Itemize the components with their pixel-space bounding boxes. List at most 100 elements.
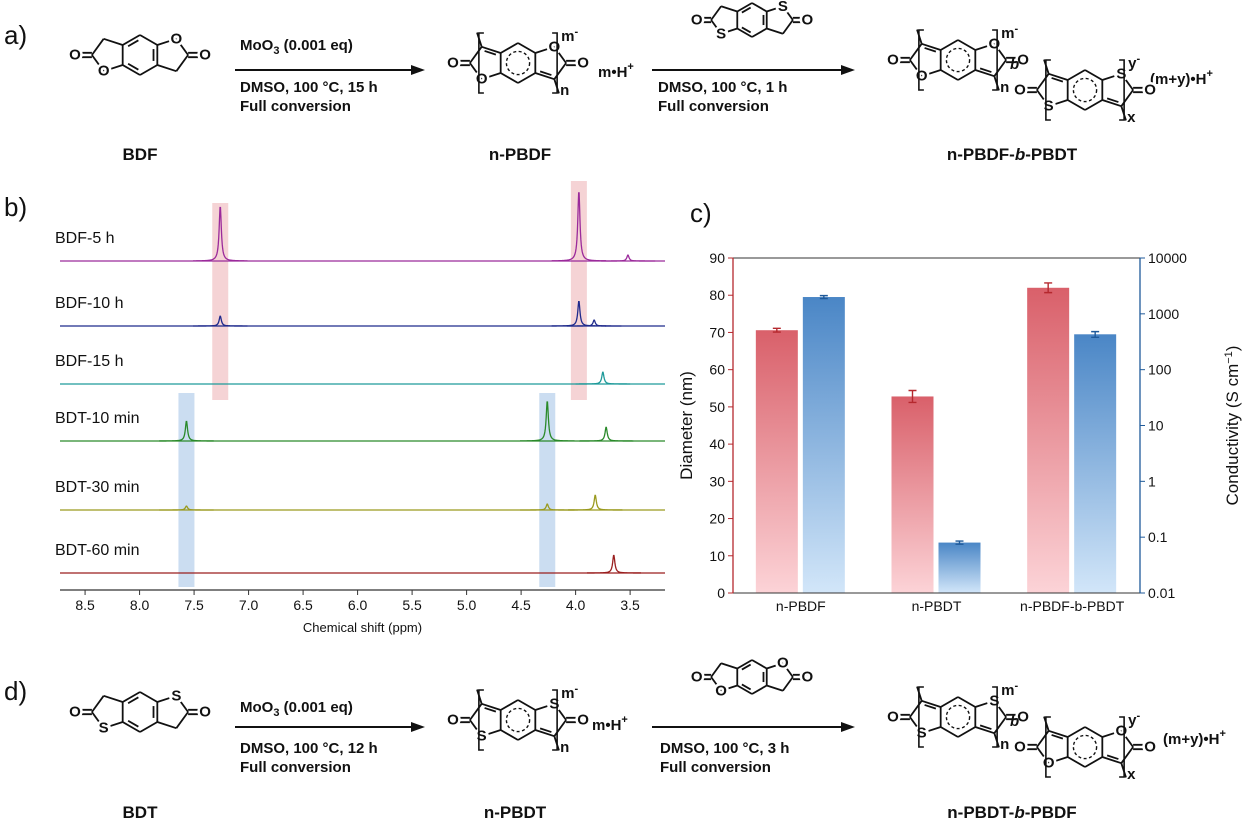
arrow-head: [841, 722, 855, 732]
counterion-part: (m+y)•H: [1150, 71, 1207, 88]
atom-label: O: [69, 703, 81, 720]
atom-label: O: [1014, 738, 1026, 755]
charge-letter: y: [1128, 55, 1137, 72]
bond: [517, 42, 536, 54]
bond: [103, 64, 123, 73]
reagent-part: MoO: [240, 699, 274, 716]
x-tick-label: 4.5: [511, 597, 531, 613]
bond: [157, 37, 177, 46]
error-bar: [908, 389, 917, 404]
atom-label: O: [801, 12, 813, 29]
y-tick-label: 30: [709, 473, 725, 489]
atom-label: O: [691, 668, 703, 685]
bar: [755, 330, 798, 593]
peak: [586, 554, 642, 574]
charge-sign: -: [574, 26, 578, 38]
bond: [741, 683, 752, 691]
peak: [551, 192, 607, 262]
reagent-part: MoO: [240, 37, 274, 54]
bond: [909, 43, 923, 61]
bond: [736, 2, 753, 13]
spectrum-label: BDF-15 h: [55, 353, 123, 370]
bond: [1067, 99, 1086, 111]
atom-label: O: [916, 68, 928, 85]
bond: [1084, 756, 1103, 768]
bond: [710, 5, 722, 21]
bond: [979, 67, 992, 73]
bond: [940, 39, 959, 51]
spectrum-label: BDF-5 h: [55, 230, 115, 247]
repeat-index: n: [1000, 736, 1009, 753]
conditions: DMSO, 100 °C, 3 h: [660, 740, 789, 757]
bond: [924, 47, 937, 53]
bond: [535, 729, 555, 738]
bracket: [992, 29, 998, 91]
bond: [1084, 99, 1103, 111]
bar: [802, 297, 845, 593]
y-tick-label: 50: [709, 399, 725, 415]
x-tick-label: n-PBDF: [776, 598, 826, 614]
compound-name: n-PBDT-b-PBDF: [947, 803, 1076, 822]
bond: [975, 699, 995, 708]
bond: [127, 696, 139, 705]
bond: [122, 64, 141, 76]
arrow-head: [841, 65, 855, 75]
bond: [710, 19, 722, 35]
bond: [1048, 756, 1068, 765]
bond: [741, 663, 752, 671]
counterion-part: (m+y)•H: [1163, 731, 1220, 748]
bracket: [478, 32, 484, 94]
bond: [957, 39, 976, 51]
y2-axis-label: Conductivity (S cm−1): [1223, 346, 1242, 506]
counterion-sup: +: [1220, 728, 1226, 740]
name-part: n-PBDF-: [947, 145, 1015, 164]
bond: [921, 42, 941, 51]
x-tick-label: 5.5: [402, 597, 422, 613]
bond: [751, 27, 768, 38]
bond: [975, 69, 995, 78]
atom-label: O: [447, 711, 459, 728]
bracket: [992, 686, 998, 748]
counterion: m•H+: [592, 714, 628, 734]
bond: [481, 72, 501, 81]
bond: [1048, 729, 1068, 738]
peak: [601, 254, 656, 262]
arrow-head: [411, 65, 425, 75]
spectrum-label: BDT-30 min: [55, 479, 139, 496]
y-tick-label: 60: [709, 362, 725, 378]
bar: [938, 542, 981, 593]
bond: [1051, 734, 1064, 740]
x-tick-label: 7.5: [184, 597, 204, 613]
bond: [736, 659, 753, 670]
molecule-unit: O S O S: [1012, 59, 1159, 121]
bond: [535, 702, 555, 711]
bond: [91, 695, 105, 713]
bracket: [552, 32, 558, 94]
bond: [1106, 97, 1119, 103]
atom-label: O: [1116, 722, 1128, 739]
x-tick-label: 4.0: [566, 597, 586, 613]
bond: [710, 662, 722, 678]
atom-label: S: [477, 728, 487, 745]
bond: [91, 38, 105, 56]
bond: [139, 64, 158, 76]
bond: [766, 684, 784, 692]
spectrum-label: BDT-60 min: [55, 542, 139, 559]
y-axis-label: Diameter (nm): [677, 371, 696, 480]
error-bar: [1091, 330, 1100, 338]
bond: [127, 719, 139, 728]
charge-letter: m: [1001, 682, 1014, 699]
bond: [553, 62, 567, 80]
peak: [520, 503, 575, 511]
bond: [782, 19, 794, 35]
bond: [1120, 746, 1134, 764]
bond: [157, 721, 177, 730]
conversion: Full conversion: [240, 759, 351, 776]
highlight-band: [539, 393, 556, 587]
charge-sign: -: [1136, 53, 1140, 65]
bond: [1067, 756, 1086, 768]
reagent-part: (0.001 eq): [279, 37, 352, 54]
bond: [139, 691, 158, 703]
bond: [1120, 73, 1134, 91]
